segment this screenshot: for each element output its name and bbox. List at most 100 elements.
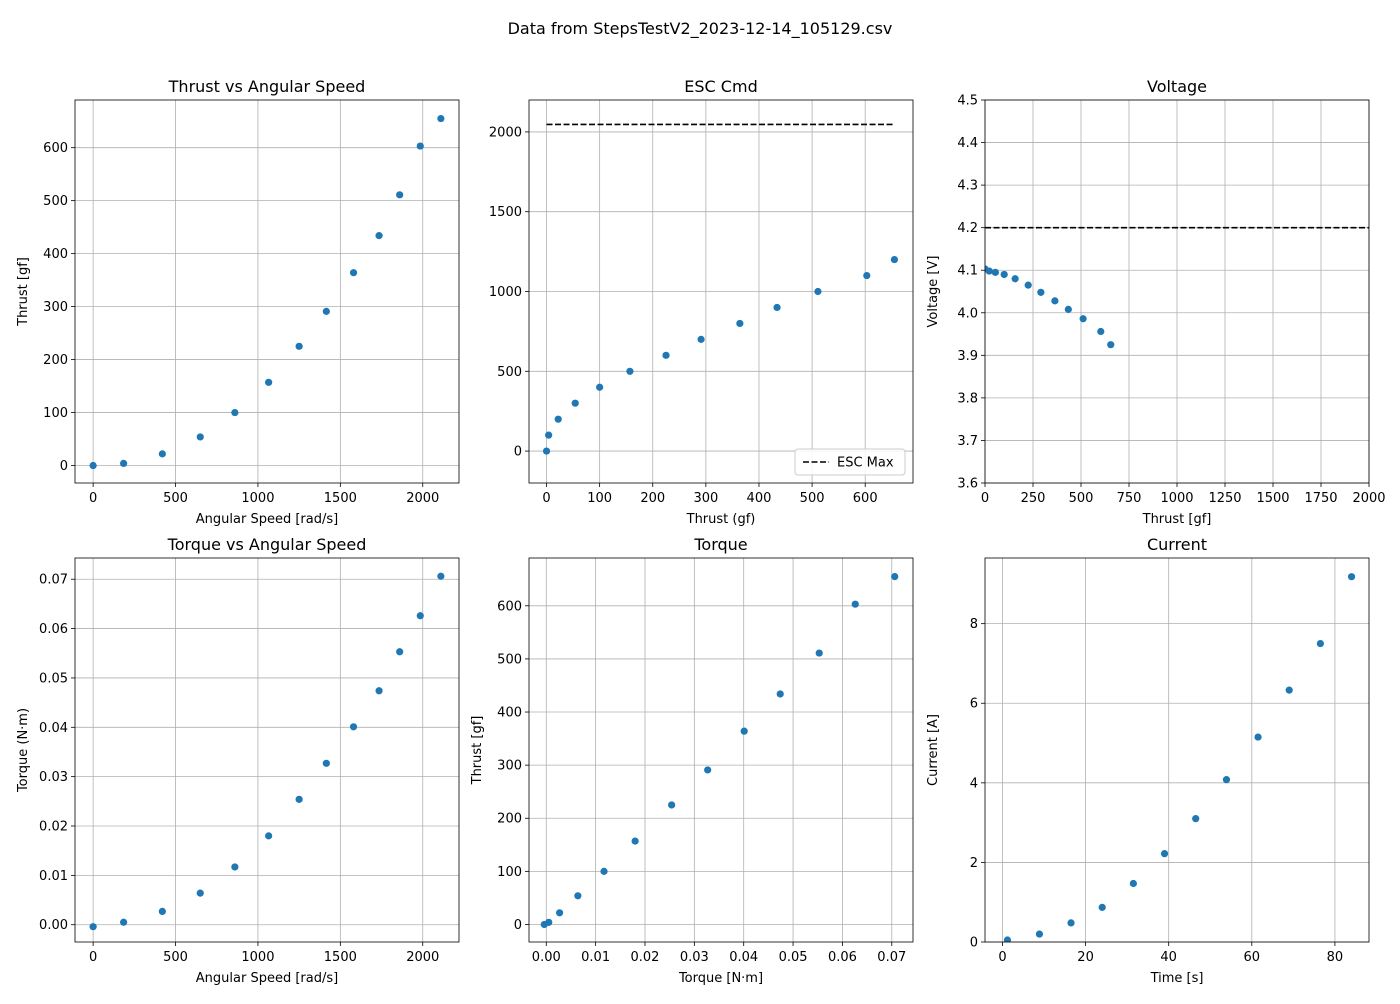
thrust-vs-speed-ytick-label: 500 (43, 194, 68, 209)
torque-vs-speed-xtick-label: 0 (89, 950, 97, 965)
current-ytick-label: 4 (970, 776, 978, 791)
torque-ylabel: Thrust [gf] (470, 716, 485, 786)
voltage-ytick-label: 3.9 (957, 349, 978, 364)
voltage-title: Voltage (1147, 77, 1207, 96)
torque-xtick-label: 0.04 (729, 950, 758, 965)
current-frame (984, 557, 1370, 943)
torque-point (545, 918, 553, 926)
esc-cmd-legend-box (794, 448, 906, 476)
esc-cmd-point (662, 351, 670, 359)
torque-vs-speed-xtick-label: 500 (163, 950, 188, 965)
torque-vs-speed-point (396, 648, 404, 656)
torque-vs-speed-ytick-label: 0.00 (39, 918, 68, 933)
esc-cmd-xtick-label: 100 (587, 491, 612, 506)
current-title: Current (1147, 535, 1207, 554)
torque-grid (529, 558, 913, 942)
thrust-vs-speed-ytick-label: 100 (43, 406, 68, 421)
thrust-vs-speed-ytick-label: 300 (43, 300, 68, 315)
torque-vs-speed-ytick-label: 0.05 (39, 671, 68, 686)
voltage-point (1024, 281, 1032, 289)
chart-voltage: 0 250 500 750 1000 1250 1500 1750 2000 3.6 3.7 3.8 3… (926, 77, 1386, 527)
torque-vs-speed-ytick-label: 0.07 (39, 573, 68, 588)
esc-cmd-point (571, 399, 579, 407)
voltage-xtick-label: 1750 (1304, 491, 1337, 506)
voltage-ytick-label: 3.6 (957, 477, 978, 492)
esc-cmd-xtick-label: 600 (853, 491, 878, 506)
voltage-point (1107, 341, 1115, 349)
voltage-point (1000, 270, 1008, 279)
thrust-vs-speed-title: Thrust vs Angular Speed (168, 77, 366, 96)
thrust-vs-speed-point (158, 450, 166, 458)
torque-point (815, 649, 823, 657)
current-ytick-label: 2 (970, 856, 978, 871)
voltage-point (985, 267, 993, 275)
torque-data (540, 572, 899, 929)
torque-vs-speed-point (89, 923, 97, 931)
esc-cmd-point (554, 415, 562, 423)
voltage-xtick-label: 1500 (1256, 491, 1289, 506)
torque-ytick-label: 300 (497, 759, 522, 774)
torque-xtick-label: 0.02 (631, 950, 660, 965)
current-ytick-label: 0 (970, 936, 978, 951)
current-data (1003, 573, 1356, 942)
thrust-vs-speed-xtick-label: 0 (89, 491, 97, 506)
torque-ytick-label: 500 (497, 652, 522, 667)
chart-current: 0 20 40 60 80 0 2 4 6 8 Current Time [s] Current [A] (926, 535, 1370, 986)
thrust-vs-speed-xtick-label: 1000 (241, 491, 274, 506)
voltage-ytick-label: 4.4 (957, 136, 978, 151)
thrust-vs-speed-point (120, 459, 128, 467)
voltage-xtick-label: 500 (1069, 491, 1094, 506)
torque-ytick-label: 100 (497, 865, 522, 880)
voltage-ytick-label: 3.7 (957, 434, 978, 449)
current-xtick-label: 20 (1077, 950, 1094, 965)
thrust-vs-speed-point (416, 142, 424, 150)
thrust-vs-speed-ytick-label: 0 (60, 459, 68, 474)
voltage-ytick-label: 4.0 (957, 306, 978, 321)
torque-ytick-label: 600 (497, 599, 522, 614)
esc-cmd-xtick-label: 500 (800, 491, 825, 506)
torque-vs-speed-point (375, 687, 383, 695)
esc-cmd-ytick-label: 500 (497, 365, 522, 380)
voltage-xtick-label: 1000 (1160, 491, 1193, 506)
current-point (1003, 936, 1012, 942)
esc-cmd-ytick-label: 0 (514, 445, 522, 460)
esc-cmd-grid (529, 100, 913, 483)
torque-vs-speed-xlabel: Angular Speed [rad/s] (196, 971, 338, 986)
esc-cmd-point (542, 447, 551, 455)
esc-cmd-point (697, 335, 705, 343)
esc-cmd-point (736, 319, 744, 328)
thrust-vs-speed-ytick-label: 200 (43, 353, 68, 368)
torque-vs-speed-title: Torque vs Angular Speed (167, 535, 367, 554)
torque-vs-speed-data (89, 572, 445, 931)
current-point (1098, 903, 1106, 911)
voltage-xtick-label: 1250 (1208, 491, 1241, 506)
thrust-vs-speed-xtick-label: 500 (163, 491, 188, 506)
torque-vs-speed-xtick-label: 2000 (406, 950, 439, 965)
torque-xtick-label: 0.05 (779, 950, 808, 965)
torque-vs-speed-point (416, 612, 424, 620)
voltage-point (1097, 327, 1105, 336)
torque-xtick-label: 0.00 (532, 950, 561, 965)
current-point (1222, 776, 1231, 784)
voltage-ytick-label: 4.3 (957, 179, 978, 194)
current-point (1129, 879, 1137, 888)
current-ytick-label: 6 (970, 697, 978, 712)
voltage-point (1011, 275, 1019, 283)
esc-cmd-point (814, 287, 822, 296)
thrust-vs-speed-point (231, 408, 239, 417)
torque-ytick-label: 200 (497, 812, 522, 827)
torque-vs-speed-point (158, 907, 166, 915)
torque-vs-speed-ytick-label: 0.06 (39, 622, 68, 637)
esc-cmd-point (890, 255, 899, 264)
voltage-point (991, 268, 999, 276)
voltage-point (1079, 315, 1087, 323)
voltage-xtick-label: 250 (1021, 491, 1046, 506)
chart-thrust-vs-speed: 0 500 1000 1500 2000 0 100 200 300 400 500 600 Thrus… (16, 77, 460, 527)
esc-cmd-ytick-label: 2000 (489, 125, 522, 140)
current-xtick-label: 0 (998, 950, 1006, 965)
voltage-xtick-label: 0 (981, 491, 989, 506)
thrust-vs-speed-grid (75, 100, 459, 483)
torque-vs-speed-ytick-label: 0.01 (39, 869, 68, 884)
voltage-xtick-label: 2000 (1352, 491, 1385, 506)
